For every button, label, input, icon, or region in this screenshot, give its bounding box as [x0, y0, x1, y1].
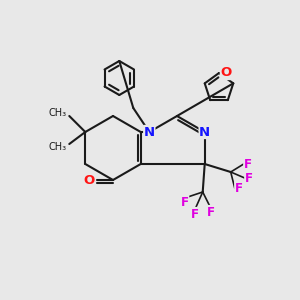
- Text: F: F: [235, 182, 243, 194]
- Text: F: F: [245, 172, 253, 184]
- Text: F: F: [181, 196, 189, 208]
- Text: F: F: [207, 206, 215, 218]
- Text: O: O: [220, 67, 232, 80]
- Text: O: O: [83, 173, 94, 187]
- Text: CH₃: CH₃: [48, 108, 66, 118]
- Text: N: N: [199, 125, 210, 139]
- Text: N: N: [144, 125, 155, 139]
- Text: F: F: [244, 158, 252, 170]
- Text: F: F: [191, 208, 199, 220]
- Text: CH₃: CH₃: [48, 142, 66, 152]
